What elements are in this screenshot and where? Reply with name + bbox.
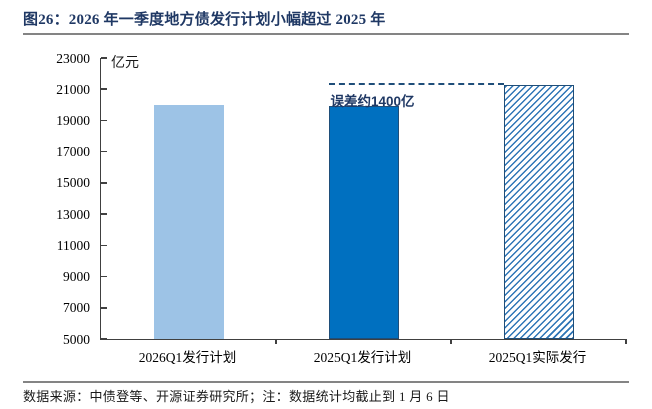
x-tick-mark [625, 339, 627, 344]
y-tick-label: 5000 [63, 331, 90, 347]
y-tick-label: 7000 [63, 300, 90, 316]
x-tick-mark [450, 339, 452, 344]
y-axis-unit-label: 亿元 [111, 56, 139, 71]
y-tick-mark [101, 244, 107, 247]
y-tick-label: 19000 [56, 112, 90, 128]
y-tick-label: 9000 [63, 269, 90, 285]
y-tick-mark [101, 88, 107, 90]
y-tick-mark [101, 213, 107, 215]
y-tick-label: 17000 [56, 144, 90, 160]
x-axis-label-3: 2025Q1实际发行 [488, 350, 587, 365]
bar-2025q1-actual [503, 84, 574, 339]
y-tick-label: 15000 [56, 175, 90, 191]
bar-2026q1-plan [153, 104, 224, 339]
y-tick-mark [101, 119, 107, 122]
x-axis-label-2: 2025Q1发行计划 [313, 350, 412, 365]
footer-rule [23, 381, 629, 383]
plot-area [100, 57, 627, 344]
x-axis-label-1: 2026Q1发行计划 [138, 350, 237, 365]
y-tick-mark [101, 150, 107, 153]
y-tick-label: 13000 [56, 206, 90, 222]
y-tick-mark [101, 57, 107, 59]
error-annotation: 误差约1400亿 [330, 93, 415, 109]
figure-title: 图26：2026 年一季度地方债发行计划小幅超过 2025 年 [23, 12, 386, 28]
y-tick-label: 21000 [56, 81, 90, 97]
y-tick-label: 11000 [56, 237, 90, 253]
y-tick-label: 23000 [56, 50, 90, 66]
x-tick-mark [275, 339, 277, 344]
bar-2025q1-plan [328, 106, 399, 339]
y-tick-mark [101, 338, 107, 340]
source-note: 数据来源：中债登等、开源证券研究所；注：数据统计均截止到 1 月 6 日 [23, 389, 450, 404]
y-tick-mark [101, 182, 107, 184]
y-tick-mark [101, 275, 107, 278]
title-rule [23, 33, 629, 35]
reference-dashed-line [328, 82, 504, 85]
y-tick-mark [101, 307, 107, 309]
